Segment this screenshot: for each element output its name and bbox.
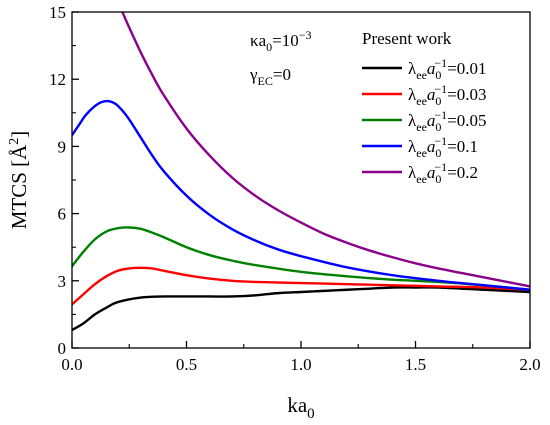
ticks-layer: 0.0 0.5 1.0 1.5 2.0 0 3 6 9 12 15 (49, 3, 541, 374)
legend-title: Present work (362, 29, 452, 48)
x-tick-label: 1.5 (405, 355, 426, 374)
kappa-annotation: κa0=10−3 (250, 28, 312, 54)
series-line-1 (72, 286, 530, 332)
legend-label-5: λeea0−1=0.2 (408, 160, 478, 186)
y-tick-label: 15 (49, 3, 66, 22)
y-tick-label: 3 (58, 272, 67, 291)
x-tick-label: 0.5 (176, 355, 197, 374)
y-tick-label: 6 (58, 205, 67, 224)
gamma-annotation: γEC=0 (249, 65, 291, 88)
y-tick-label: 0 (58, 339, 67, 358)
x-tick-label: 0.0 (61, 355, 82, 374)
legend-label-1: λeea0−1=0.01 (408, 56, 487, 82)
y-tick-label: 9 (58, 137, 67, 156)
series-line-5 (121, 12, 530, 288)
y-tick-label: 12 (49, 70, 66, 89)
series-line-4 (72, 99, 530, 291)
legend-label-3: λeea0−1=0.05 (408, 108, 487, 134)
series-layer (72, 12, 530, 332)
legend-label-4: λeea0−1=0.1 (408, 134, 478, 160)
x-tick-label: 2.0 (519, 355, 540, 374)
legend-label-2: λeea0−1=0.03 (408, 82, 487, 108)
series-line-3 (72, 226, 530, 291)
x-axis-label: ka0 (287, 393, 314, 422)
series-line-2 (72, 266, 530, 306)
legend: Present workλeea0−1=0.01λeea0−1=0.03λeea… (362, 29, 487, 186)
y-axis-label: MTCS [Å2] (7, 131, 31, 230)
x-tick-label: 1.0 (290, 355, 311, 374)
